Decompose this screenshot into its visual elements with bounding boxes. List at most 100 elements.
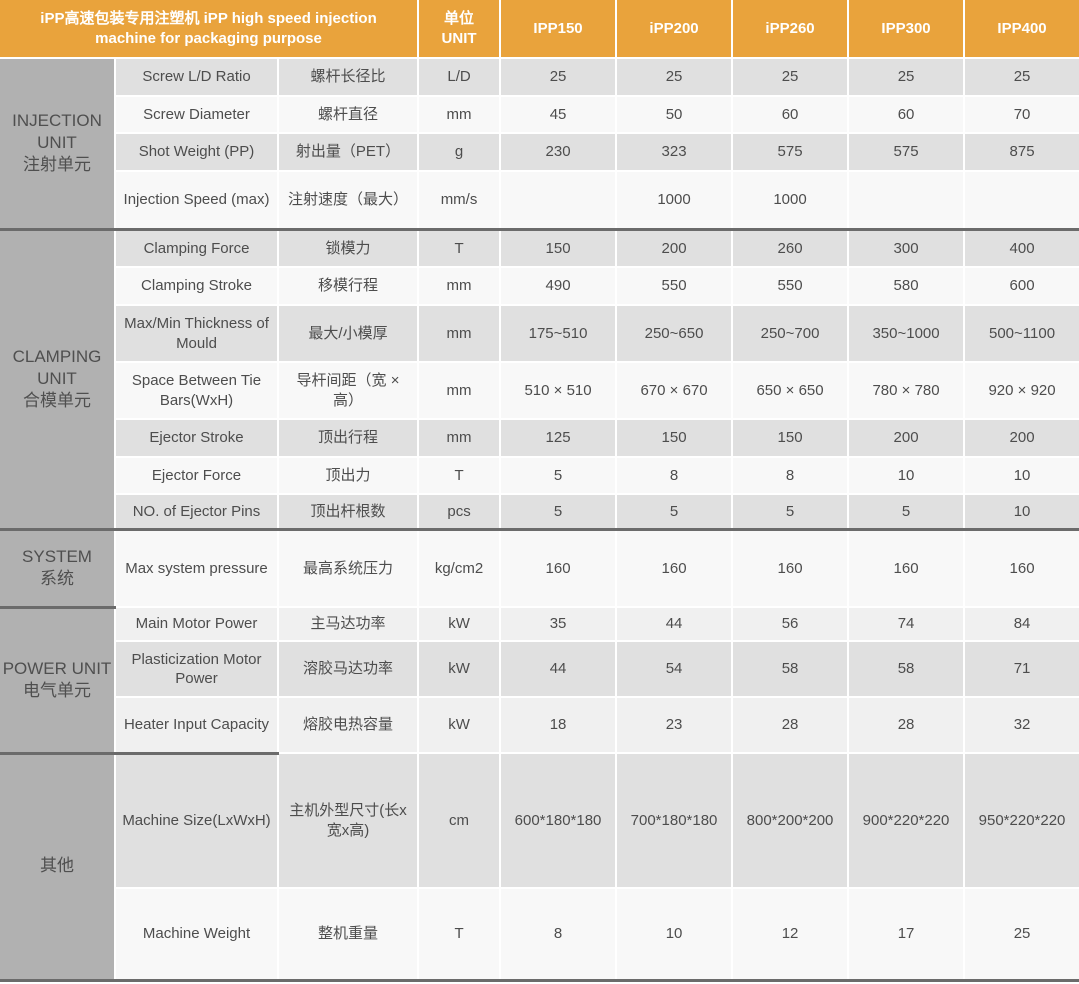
spec-name-zh: 顶出力 xyxy=(276,456,420,495)
spec-unit: cm xyxy=(417,752,502,889)
spec-name-zh: 顶出杆根数 xyxy=(276,493,420,530)
spec-unit: mm xyxy=(417,266,502,306)
spec-value: 125 xyxy=(499,418,618,458)
spec-value: 260 xyxy=(731,227,850,268)
spec-value: 8 xyxy=(615,456,734,495)
spec-value: 600 xyxy=(963,266,1079,306)
spec-name-zh: 移模行程 xyxy=(276,266,420,306)
spec-name-en: Machine Size(LxWxH) xyxy=(114,751,279,889)
table-row: Machine Weight 整机重量 T 8 10 12 17 25 xyxy=(0,887,1079,981)
spec-unit: mm xyxy=(417,418,502,458)
spec-name-en: Max system pressure xyxy=(114,527,279,608)
spec-unit: T xyxy=(417,456,502,495)
spec-value: 250~700 xyxy=(731,304,850,363)
table-row: Screw Diameter 螺杆直径 mm 45 50 60 60 70 xyxy=(0,95,1079,134)
spec-value: 510 × 510 xyxy=(499,361,618,420)
spec-value: 670 × 670 xyxy=(615,361,734,420)
table-row: INJECTION UNIT 注射单元 Screw L/D Ratio 螺杆长径比 L… xyxy=(0,57,1079,230)
spec-name-en: Ejector Force xyxy=(115,456,279,495)
spec-value: 58 xyxy=(731,640,850,698)
header-row: iPP高速包装专用注塑机 iPP high speed injection ma… xyxy=(0,0,1079,59)
table-row: SYSTEM 系统 Max system pressure 最高系统压力 kg/cm2… xyxy=(0,527,1079,608)
spec-value: 780 × 780 xyxy=(847,361,966,420)
spec-value: 490 xyxy=(499,266,618,306)
spec-value: 25 xyxy=(615,57,734,97)
spec-value: 28 xyxy=(847,696,966,754)
spec-name-zh: 主机外型尺寸(长x宽x高) xyxy=(276,752,420,889)
spec-value: 25 xyxy=(963,57,1079,97)
spec-value: 160 xyxy=(615,527,734,608)
section-label-其他: 其他 xyxy=(0,751,116,981)
spec-value: 84 xyxy=(963,606,1079,642)
spec-name-en: Plasticization Motor Power xyxy=(115,640,279,698)
table-row: POWER UNIT 电气单元 Main Motor Power 主马达功率 kW 35… xyxy=(0,605,1079,754)
spec-value: 56 xyxy=(731,606,850,642)
spec-name-zh: 导杆间距（宽 × 高） xyxy=(276,361,420,420)
spec-value: 25 xyxy=(963,887,1079,981)
spec-name-en: Heater Input Capacity xyxy=(115,696,279,754)
spec-value: 5 xyxy=(615,493,734,530)
spec-name-zh: 注射速度（最大） xyxy=(276,170,420,230)
table-row: Plasticization Motor Power 溶胶马达功率 kW 44 54 58… xyxy=(0,640,1079,698)
table-title: iPP高速包装专用注塑机 iPP high speed injection ma… xyxy=(0,0,420,59)
spec-table-body: INJECTION UNIT 注射单元 Screw L/D Ratio 螺杆长径比 L… xyxy=(0,57,1079,981)
spec-value: 10 xyxy=(615,887,734,981)
model-column-header: IPP400 xyxy=(963,0,1079,59)
spec-value: 60 xyxy=(731,95,850,134)
spec-value: 44 xyxy=(615,606,734,642)
spec-value: 323 xyxy=(615,132,734,172)
section-label-power-unit: POWER UNIT 电气单元 xyxy=(0,605,116,754)
spec-name-en: Main Motor Power xyxy=(114,606,279,642)
spec-unit: mm xyxy=(417,304,502,363)
table-row: Ejector Force 顶出力 T 5 8 8 10 10 xyxy=(0,456,1079,495)
spec-value: 230 xyxy=(499,132,618,172)
spec-name-en: Clamping Stroke xyxy=(115,266,279,306)
spec-value: 23 xyxy=(615,696,734,754)
spec-value: 58 xyxy=(847,640,966,698)
spec-name-zh: 螺杆直径 xyxy=(276,95,420,134)
spec-name-zh: 顶出行程 xyxy=(276,418,420,458)
table-row: Ejector Stroke 顶出行程 mm 125 150 150 200 200 xyxy=(0,418,1079,458)
spec-name-en: Ejector Stroke xyxy=(115,418,279,458)
spec-unit: mm/s xyxy=(417,170,502,230)
table-row: Injection Speed (max) 注射速度（最大） mm/s 1000 100… xyxy=(0,170,1079,230)
spec-value: 45 xyxy=(499,95,618,134)
spec-value: 1000 xyxy=(615,170,734,230)
spec-value: 18 xyxy=(499,696,618,754)
spec-value: 200 xyxy=(847,418,966,458)
table-row: Max/Min Thickness of Mould 最大/小模厚 mm 175~51… xyxy=(0,304,1079,363)
spec-value: 5 xyxy=(847,493,966,530)
spec-value: 160 xyxy=(963,527,1079,608)
model-column-header: iPP200 xyxy=(615,0,734,59)
spec-value: 25 xyxy=(847,57,966,97)
spec-value: 600*180*180 xyxy=(499,752,618,889)
spec-unit: kg/cm2 xyxy=(417,527,502,608)
spec-name-zh: 溶胶马达功率 xyxy=(276,640,420,698)
spec-value: 54 xyxy=(615,640,734,698)
spec-name-en: Screw Diameter xyxy=(115,95,279,134)
spec-name-en: Injection Speed (max) xyxy=(115,170,279,230)
model-column-header: iPP260 xyxy=(731,0,850,59)
spec-unit: kW xyxy=(417,696,502,754)
spec-value: 10 xyxy=(847,456,966,495)
spec-value: 25 xyxy=(731,57,850,97)
spec-value: 400 xyxy=(963,227,1079,268)
spec-value: 950*220*220 xyxy=(963,752,1079,889)
spec-unit: T xyxy=(417,227,502,268)
spec-value: 71 xyxy=(963,640,1079,698)
spec-value: 25 xyxy=(499,57,618,97)
spec-value: 74 xyxy=(847,606,966,642)
spec-value: 150 xyxy=(615,418,734,458)
spec-value: 575 xyxy=(731,132,850,172)
spec-value: 5 xyxy=(499,456,618,495)
spec-value: 160 xyxy=(731,527,850,608)
spec-name-en: NO. of Ejector Pins xyxy=(115,493,279,530)
spec-value: 28 xyxy=(731,696,850,754)
section-label-system: SYSTEM 系统 xyxy=(0,527,116,608)
spec-name-en: Clamping Force xyxy=(114,227,279,268)
spec-value: 920 × 920 xyxy=(963,361,1079,420)
spec-value: 5 xyxy=(731,493,850,530)
table-row: Heater Input Capacity 熔胶电热容量 kW 18 23 28 28 32 xyxy=(0,696,1079,754)
spec-value: 550 xyxy=(731,266,850,306)
